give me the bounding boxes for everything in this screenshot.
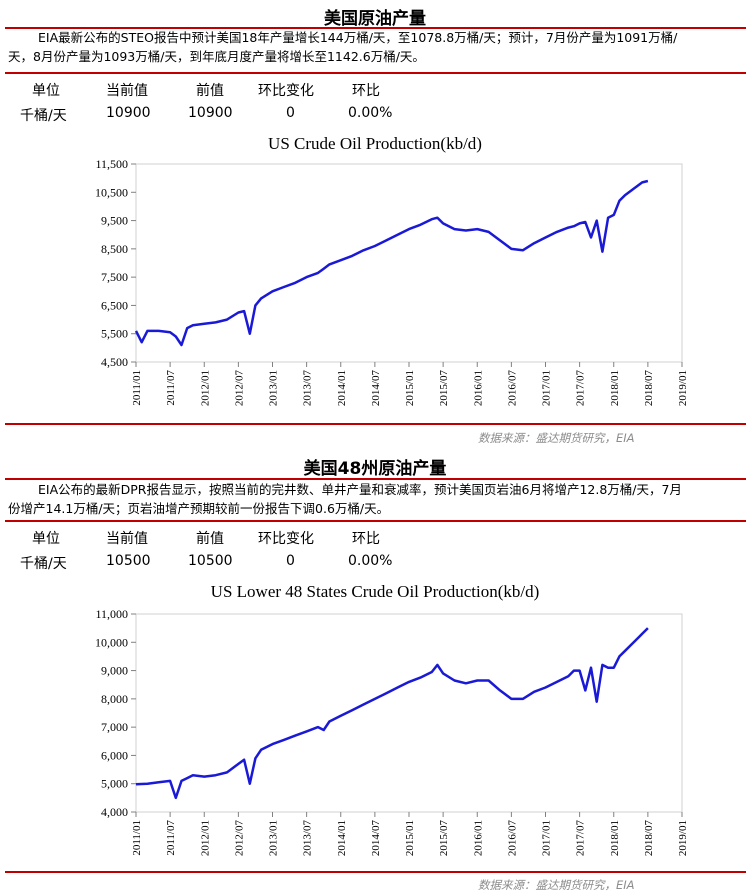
x-tick-label: 2014/07 (370, 820, 382, 857)
chart1-title: US Crude Oil Production(kb/d) (268, 134, 482, 153)
y-tick-label: 8,500 (101, 242, 128, 256)
y-tick-label: 11,000 (95, 607, 128, 621)
section2-desc-line2: 份增产14.1万桶/天；页岩油增产预期较前一份报告下调0.6万桶/天。 (8, 501, 390, 516)
value-current: 10900 (106, 105, 151, 121)
value-unit: 千桶/天 (20, 108, 67, 124)
chart2: 4,000 5,000 6,000 7,000 8,000 9,000 10,000 11,0… (95, 607, 689, 857)
x-tick-label: 2016/07 (506, 820, 518, 857)
x-tick-label: 2011/01 (131, 820, 143, 856)
plot-area (135, 613, 683, 813)
x-tick-label: 2017/01 (541, 820, 553, 856)
x-tick-label: 2011/07 (165, 820, 177, 856)
plot-area (135, 163, 683, 363)
section1-mid-rule (5, 72, 746, 74)
header-previous: 前值 (196, 531, 224, 547)
y-tick-label: 7,000 (101, 720, 128, 734)
x-tick-label: 2012/01 (199, 820, 211, 856)
y-tick-label: 4,000 (101, 805, 128, 819)
x-tick-label: 2014/01 (336, 820, 348, 856)
value-change: 0 (286, 105, 295, 121)
section2-description: EIA公布的最新DPR报告显示，按照当前的完井数、单井产量和衰减率，预计美国页岩… (8, 480, 744, 518)
value-pct: 0.00% (348, 105, 393, 121)
x-tick-label: 2012/07 (233, 820, 245, 857)
x-tick-label: 2013/01 (268, 820, 280, 856)
value-change: 0 (286, 553, 295, 569)
section1-title: 美国原油产量 (324, 9, 426, 29)
value-previous: 10500 (188, 553, 233, 569)
x-tick-label: 2015/01 (404, 820, 416, 856)
x-tick-label: 2018/07 (643, 820, 655, 857)
x-tick-label: 2019/01 (677, 820, 689, 856)
x-tick-label: 2017/07 (575, 820, 587, 857)
y-tick-label: 5,000 (101, 777, 128, 791)
series-line (135, 627, 649, 800)
section1-bottom-rule (5, 423, 746, 425)
y-tick-label: 10,500 (95, 185, 128, 199)
value-previous: 10900 (188, 105, 233, 121)
section1-desc-line2: 天，8月份产量为1093万桶/天，到年底月度产量将增长至1142.6万桶/天。 (8, 49, 425, 64)
x-tick-label: 2011/07 (165, 370, 177, 406)
value-current: 10500 (106, 553, 151, 569)
section1-desc-line1: EIA最新公布的STEO报告中预计美国18年产量增长144万桶/天，至1078.… (38, 30, 678, 45)
section2-desc-line1: EIA公布的最新DPR报告显示，按照当前的完井数、单井产量和衰减率，预计美国页岩… (38, 482, 682, 497)
y-tick-label: 5,500 (101, 327, 128, 341)
x-tick-label: 2014/01 (336, 370, 348, 406)
chart2-title: US Lower 48 States Crude Oil Production(… (210, 582, 540, 601)
x-tick-label: 2012/01 (199, 370, 211, 406)
x-tick-label: 2013/01 (268, 370, 280, 406)
y-tick-label: 7,500 (101, 270, 128, 284)
y-tick-label: 9,500 (101, 214, 128, 228)
x-tick-label: 2014/07 (370, 370, 382, 407)
header-pct: 环比 (352, 531, 380, 547)
y-tick-label: 10,000 (95, 635, 128, 649)
x-tick-label: 2018/01 (609, 820, 621, 856)
section1-description: EIA最新公布的STEO报告中预计美国18年产量增长144万桶/天，至1078.… (8, 28, 744, 66)
x-tick-label: 2013/07 (302, 370, 314, 407)
x-tick-label: 2013/07 (302, 820, 314, 857)
y-tick-label: 8,000 (101, 692, 128, 706)
header-change: 环比变化 (258, 531, 314, 547)
x-tick-label: 2018/07 (643, 370, 655, 407)
section2-bottom-rule (5, 871, 746, 873)
value-pct: 0.00% (348, 553, 393, 569)
y-tick-label: 6,500 (101, 298, 128, 312)
header-change: 环比变化 (258, 83, 314, 99)
y-tick-label: 4,500 (101, 355, 128, 369)
x-tick-label: 2016/01 (472, 820, 484, 856)
header-unit: 单位 (32, 531, 60, 547)
value-unit: 千桶/天 (20, 556, 67, 572)
chart1: 4,500 5,500 6,500 7,500 8,500 9,500 10,500 11,5… (95, 157, 689, 407)
x-tick-label: 2016/07 (506, 370, 518, 407)
x-tick-label: 2015/07 (438, 820, 450, 857)
header-unit: 单位 (32, 83, 60, 99)
section1-source: 数据来源：盛达期货研究，EIA (478, 431, 635, 445)
y-tick-label: 6,000 (101, 748, 128, 762)
x-tick-label: 2018/01 (609, 370, 621, 406)
header-previous: 前值 (196, 83, 224, 99)
header-current: 当前值 (106, 531, 148, 547)
section2-title: 美国48州原油产量 (303, 459, 447, 479)
x-tick-label: 2017/01 (541, 370, 553, 406)
y-tick-label: 9,000 (101, 664, 128, 678)
section2-source: 数据来源：盛达期货研究，EIA (478, 878, 635, 892)
x-tick-label: 2019/01 (677, 370, 689, 406)
x-tick-label: 2012/07 (233, 370, 245, 407)
x-tick-label: 2016/01 (472, 370, 484, 406)
series-line (134, 179, 649, 347)
x-tick-label: 2015/01 (404, 370, 416, 406)
y-tick-label: 11,500 (95, 157, 128, 171)
header-current: 当前值 (106, 83, 148, 99)
x-tick-label: 2011/01 (131, 370, 143, 406)
header-pct: 环比 (352, 83, 380, 99)
section1-top-rule (5, 27, 746, 29)
x-tick-label: 2017/07 (575, 370, 587, 407)
section2-mid-rule (5, 520, 746, 522)
x-tick-label: 2015/07 (438, 370, 450, 407)
section2-top-rule (5, 478, 746, 480)
